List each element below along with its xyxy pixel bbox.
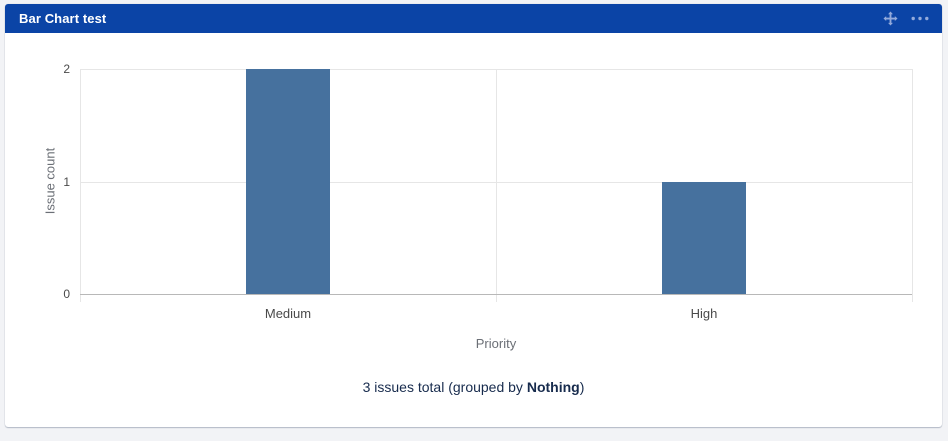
move-gadget-button[interactable] <box>883 11 898 26</box>
x-tick-label: High <box>690 306 718 321</box>
bar-chart: Issue count 0 1 2 Medium High Priority 3 iss… <box>5 33 942 427</box>
y-tick-label: 2 <box>63 62 70 76</box>
gadget-menu-button[interactable] <box>911 16 929 21</box>
y-axis-line <box>80 69 81 302</box>
issues-summary: 3 issues total (grouped by Nothing) <box>5 379 942 395</box>
bar-medium <box>246 69 330 294</box>
move-icon <box>883 11 898 26</box>
y-axis-title: Issue count <box>42 147 58 215</box>
x-gridline <box>496 69 497 302</box>
gadget-header[interactable]: Bar Chart test <box>5 4 942 33</box>
summary-suffix: ) <box>579 379 585 395</box>
x-gridline <box>912 69 913 302</box>
summary-prefix: 3 issues total (grouped by <box>362 379 527 395</box>
summary-group-by: Nothing <box>526 379 580 395</box>
x-axis-title: Priority <box>475 336 517 351</box>
bar-high <box>662 181 746 294</box>
y-tick-label: 0 <box>63 287 70 301</box>
ellipsis-icon <box>911 16 929 21</box>
gadget-card: Bar Chart test Issu <box>5 4 942 427</box>
gadget-title: Bar Chart test <box>19 11 107 26</box>
gadget-header-actions <box>883 11 929 26</box>
y-tick-label: 1 <box>63 174 70 189</box>
x-tick-label: Medium <box>264 306 312 321</box>
plot-area: 0 1 2 Medium High <box>63 63 913 320</box>
y-gridline <box>80 294 912 295</box>
